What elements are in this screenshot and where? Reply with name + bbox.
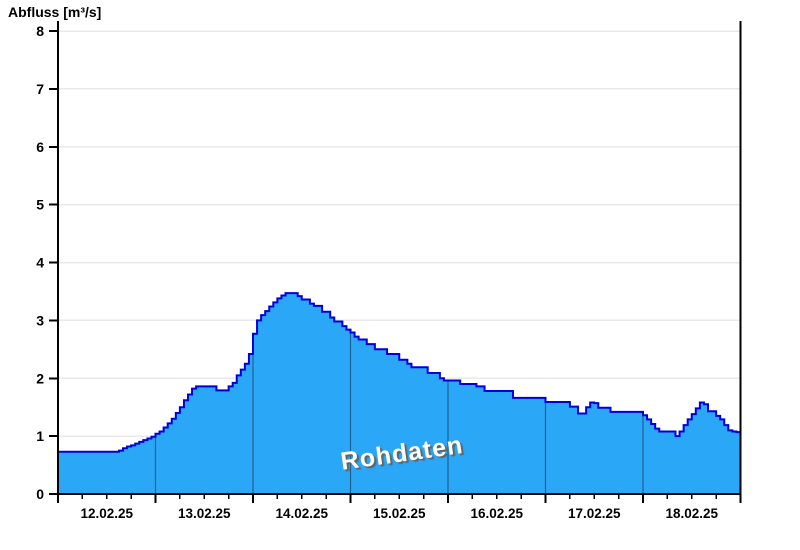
x-tick-label: 12.02.25: [80, 506, 133, 521]
discharge-step-line: [58, 292, 741, 453]
y-tick-label: 2: [36, 370, 44, 386]
y-tick-label: 4: [36, 255, 44, 271]
x-tick-label: 15.02.25: [373, 506, 426, 521]
x-tick-label: 16.02.25: [470, 506, 523, 521]
y-tick-label: 0: [36, 486, 44, 502]
y-tick-label: 5: [36, 197, 44, 213]
x-tick-label: 13.02.25: [178, 506, 231, 521]
x-tick-label: 18.02.25: [665, 506, 718, 521]
x-tick-label: 17.02.25: [568, 506, 621, 521]
chart-title: Abfluss [m³/s]: [8, 4, 102, 20]
y-tick-label: 8: [36, 23, 44, 39]
y-tick-label: 6: [36, 139, 44, 155]
y-tick-label: 7: [36, 81, 44, 97]
x-tick-label: 14.02.25: [275, 506, 328, 521]
y-tick-label: 1: [36, 428, 44, 444]
y-tick-label: 3: [36, 312, 44, 328]
discharge-area-fill: [58, 293, 741, 494]
